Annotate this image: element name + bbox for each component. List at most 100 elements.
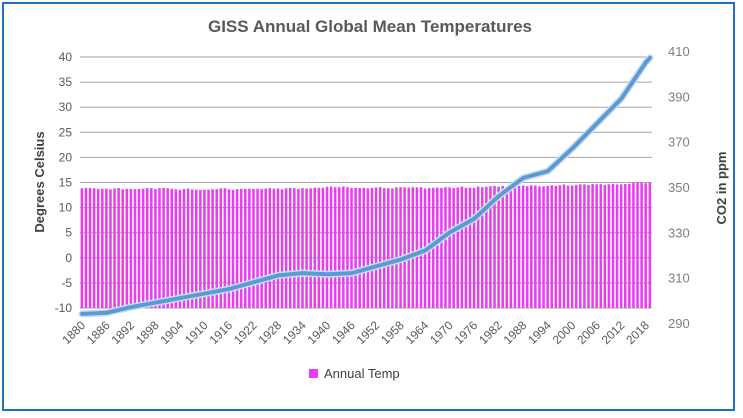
bar — [607, 184, 611, 308]
x-tick-label: 1916 — [206, 318, 235, 347]
bar — [599, 184, 603, 308]
y-tick-label: 0 — [65, 251, 72, 265]
bar — [542, 186, 545, 308]
bar — [534, 185, 537, 308]
bar — [288, 187, 292, 308]
y-tick-label: 5 — [65, 226, 72, 240]
bar — [460, 186, 464, 308]
bar — [96, 188, 100, 308]
bar — [550, 185, 553, 308]
bar — [252, 188, 255, 308]
bar — [505, 186, 509, 308]
bar — [603, 184, 607, 308]
bar — [141, 188, 145, 308]
bar — [370, 187, 374, 308]
bar — [358, 187, 361, 308]
bar — [203, 189, 206, 308]
bar — [80, 188, 84, 308]
bar — [268, 188, 272, 308]
x-tick-label: 1970 — [427, 318, 456, 347]
bar — [109, 189, 112, 308]
bar — [562, 184, 566, 308]
bar — [235, 189, 239, 308]
bar — [227, 189, 231, 308]
bar — [150, 188, 153, 308]
y-tick-label: 40 — [59, 50, 73, 64]
bar — [481, 187, 484, 308]
bar — [239, 188, 243, 308]
bar — [113, 188, 116, 308]
bar — [284, 188, 288, 308]
bar — [346, 187, 349, 308]
bar — [444, 187, 447, 308]
bar — [489, 186, 492, 308]
bar — [125, 188, 129, 308]
bar — [101, 188, 104, 308]
bar — [260, 188, 263, 308]
bar — [591, 184, 594, 308]
x-tick-label: 1904 — [157, 318, 186, 347]
bar — [403, 187, 406, 308]
bar — [407, 187, 410, 308]
x-tick-label: 1910 — [182, 318, 211, 347]
bar — [440, 187, 443, 308]
y2-tick-label: 410 — [668, 44, 690, 59]
bar — [329, 186, 333, 308]
bar — [84, 187, 88, 308]
x-tick-label: 2000 — [550, 318, 579, 347]
bar — [166, 188, 169, 308]
bar — [615, 184, 619, 308]
y2-tick-label: 390 — [668, 89, 690, 104]
bar — [636, 182, 639, 308]
bar — [436, 187, 439, 308]
bar — [640, 182, 643, 308]
bar — [301, 188, 304, 308]
x-tick-label: 1976 — [452, 318, 481, 347]
bar — [558, 185, 562, 308]
bar — [280, 189, 284, 308]
bar — [648, 182, 652, 308]
legend-swatch — [309, 369, 318, 378]
bar — [342, 186, 345, 308]
co2-line — [80, 55, 652, 316]
bar — [207, 189, 210, 308]
bar — [117, 188, 120, 308]
y-tick-label: 20 — [59, 150, 73, 164]
bar — [293, 188, 296, 308]
bar — [611, 183, 615, 308]
bar — [92, 188, 96, 308]
y-tick-label: -5 — [61, 276, 72, 290]
bar — [452, 187, 455, 308]
bar — [170, 188, 174, 308]
bar — [317, 187, 321, 308]
bar — [644, 183, 647, 308]
y-tick-label: 35 — [59, 75, 73, 89]
x-tick-label: 1940 — [305, 318, 334, 347]
x-tick-label: 2012 — [599, 318, 628, 347]
bar — [313, 187, 317, 308]
bar — [595, 184, 598, 308]
bar — [525, 186, 529, 308]
bar — [628, 183, 631, 308]
bar — [325, 186, 329, 308]
bar — [276, 188, 280, 308]
bar — [521, 185, 525, 308]
bar — [554, 185, 558, 308]
y-tick-label: -10 — [55, 301, 73, 315]
x-tick-label: 1892 — [108, 318, 137, 347]
bar — [305, 188, 308, 308]
bar — [133, 189, 137, 308]
bar — [215, 189, 218, 308]
bar — [182, 188, 186, 308]
bar — [501, 185, 504, 308]
y-tick-label: 15 — [59, 176, 73, 190]
bar — [632, 183, 635, 308]
bar — [476, 186, 480, 308]
bar — [624, 184, 627, 308]
bar — [497, 186, 500, 308]
bar — [382, 188, 386, 308]
bar — [190, 189, 194, 308]
bar — [309, 188, 312, 308]
bar — [256, 188, 259, 308]
x-tick-label: 1988 — [501, 318, 530, 347]
